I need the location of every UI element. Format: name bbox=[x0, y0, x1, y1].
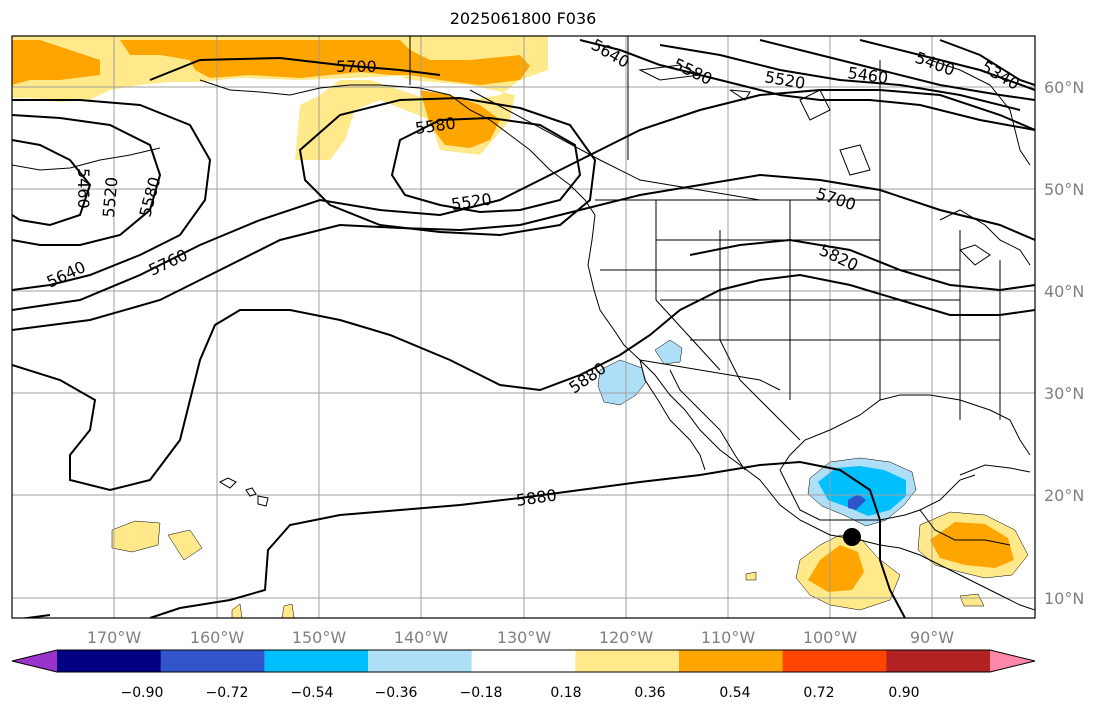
longitude-label: 170°W bbox=[87, 628, 142, 647]
colorbar-tick-label: −0.54 bbox=[291, 685, 334, 701]
storm-center-dot bbox=[843, 528, 861, 546]
longitude-label: 150°W bbox=[292, 628, 347, 647]
contour-label: 5460 bbox=[74, 168, 93, 209]
shade-orange-ca bbox=[930, 522, 1014, 568]
map-frame bbox=[11, 35, 1036, 619]
colorbar bbox=[11, 649, 1036, 673]
colorbar-extend-min bbox=[12, 650, 57, 672]
colorbar-segment bbox=[264, 650, 369, 672]
contour-label: 5700 bbox=[336, 57, 377, 76]
coastlines-and-borders bbox=[12, 36, 1035, 611]
colorbar-segment bbox=[160, 650, 265, 672]
colorbar-tick-label: 0.72 bbox=[803, 685, 834, 701]
colorbar-segment bbox=[679, 650, 784, 672]
latitude-label: 40°N bbox=[1044, 282, 1084, 301]
colorbar-tick-label: −0.18 bbox=[460, 685, 503, 701]
longitude-label: 120°W bbox=[599, 628, 654, 647]
colorbar-segment bbox=[886, 650, 991, 672]
shade-lightblue-baja bbox=[597, 359, 647, 406]
latitude-labels: 60°N 50°N 40°N 30°N 20°N 10°N bbox=[1044, 78, 1084, 608]
shaded-anomaly-layer bbox=[12, 36, 1029, 618]
colorbar-segment bbox=[368, 650, 473, 672]
longitude-label: 100°W bbox=[803, 628, 858, 647]
colorbar-segment bbox=[471, 650, 576, 672]
colorbar-tick-label: −0.72 bbox=[206, 685, 249, 701]
shade-yellow-small2 bbox=[167, 529, 203, 561]
map-title: 2025061800 F036 bbox=[449, 9, 597, 28]
latitude-label: 60°N bbox=[1044, 78, 1084, 97]
colorbar-tick-label: 0.18 bbox=[550, 685, 581, 701]
shade-orange-mexico bbox=[808, 545, 864, 592]
shade-lightblue-az bbox=[654, 339, 683, 365]
latitude-label: 30°N bbox=[1044, 384, 1084, 403]
colorbar-segment bbox=[782, 650, 887, 672]
latitude-label: 50°N bbox=[1044, 180, 1084, 199]
colorbar-tick-label: 0.36 bbox=[634, 685, 665, 701]
longitude-label: 140°W bbox=[394, 628, 449, 647]
longitude-label: 160°W bbox=[190, 628, 245, 647]
height-contours bbox=[12, 39, 1035, 618]
colorbar-tick-label: −0.90 bbox=[121, 685, 164, 701]
colorbar-tick-label: −0.36 bbox=[375, 685, 418, 701]
colorbar-segment bbox=[575, 650, 680, 672]
colorbar-outline bbox=[11, 649, 1036, 673]
shade-yellow-small3 bbox=[231, 603, 243, 618]
shade-yellow-small5 bbox=[959, 593, 985, 607]
shade-yellow-small6 bbox=[745, 571, 757, 581]
colorbar-labels: −0.90 −0.72 −0.54 −0.36 −0.18 0.18 0.36 … bbox=[121, 685, 920, 701]
longitude-label: 110°W bbox=[701, 628, 756, 647]
colorbar-segment bbox=[57, 650, 162, 672]
longitude-label: 130°W bbox=[497, 628, 552, 647]
latitude-label: 20°N bbox=[1044, 486, 1084, 505]
shade-blue-gulf bbox=[848, 494, 866, 510]
shade-orange-north bbox=[12, 40, 100, 85]
colorbar-tick-label: 0.90 bbox=[888, 685, 919, 701]
gridlines bbox=[12, 36, 1035, 618]
shade-cyan-gulf bbox=[818, 466, 906, 516]
contour-labels: 5640 5580 5520 5460 5400 5340 5700 5580 … bbox=[44, 35, 1023, 510]
colorbar-extend-max bbox=[990, 650, 1035, 672]
latitude-label: 10°N bbox=[1044, 589, 1084, 608]
shade-yellow-small4 bbox=[281, 603, 295, 618]
colorbar-tick-label: 0.54 bbox=[719, 685, 750, 701]
longitude-labels: 170°W 160°W 150°W 140°W 130°W 120°W 110°… bbox=[87, 628, 954, 647]
longitude-label: 90°W bbox=[910, 628, 954, 647]
contour-label: 5520 bbox=[99, 176, 121, 218]
shade-yellow-small1 bbox=[111, 520, 161, 553]
